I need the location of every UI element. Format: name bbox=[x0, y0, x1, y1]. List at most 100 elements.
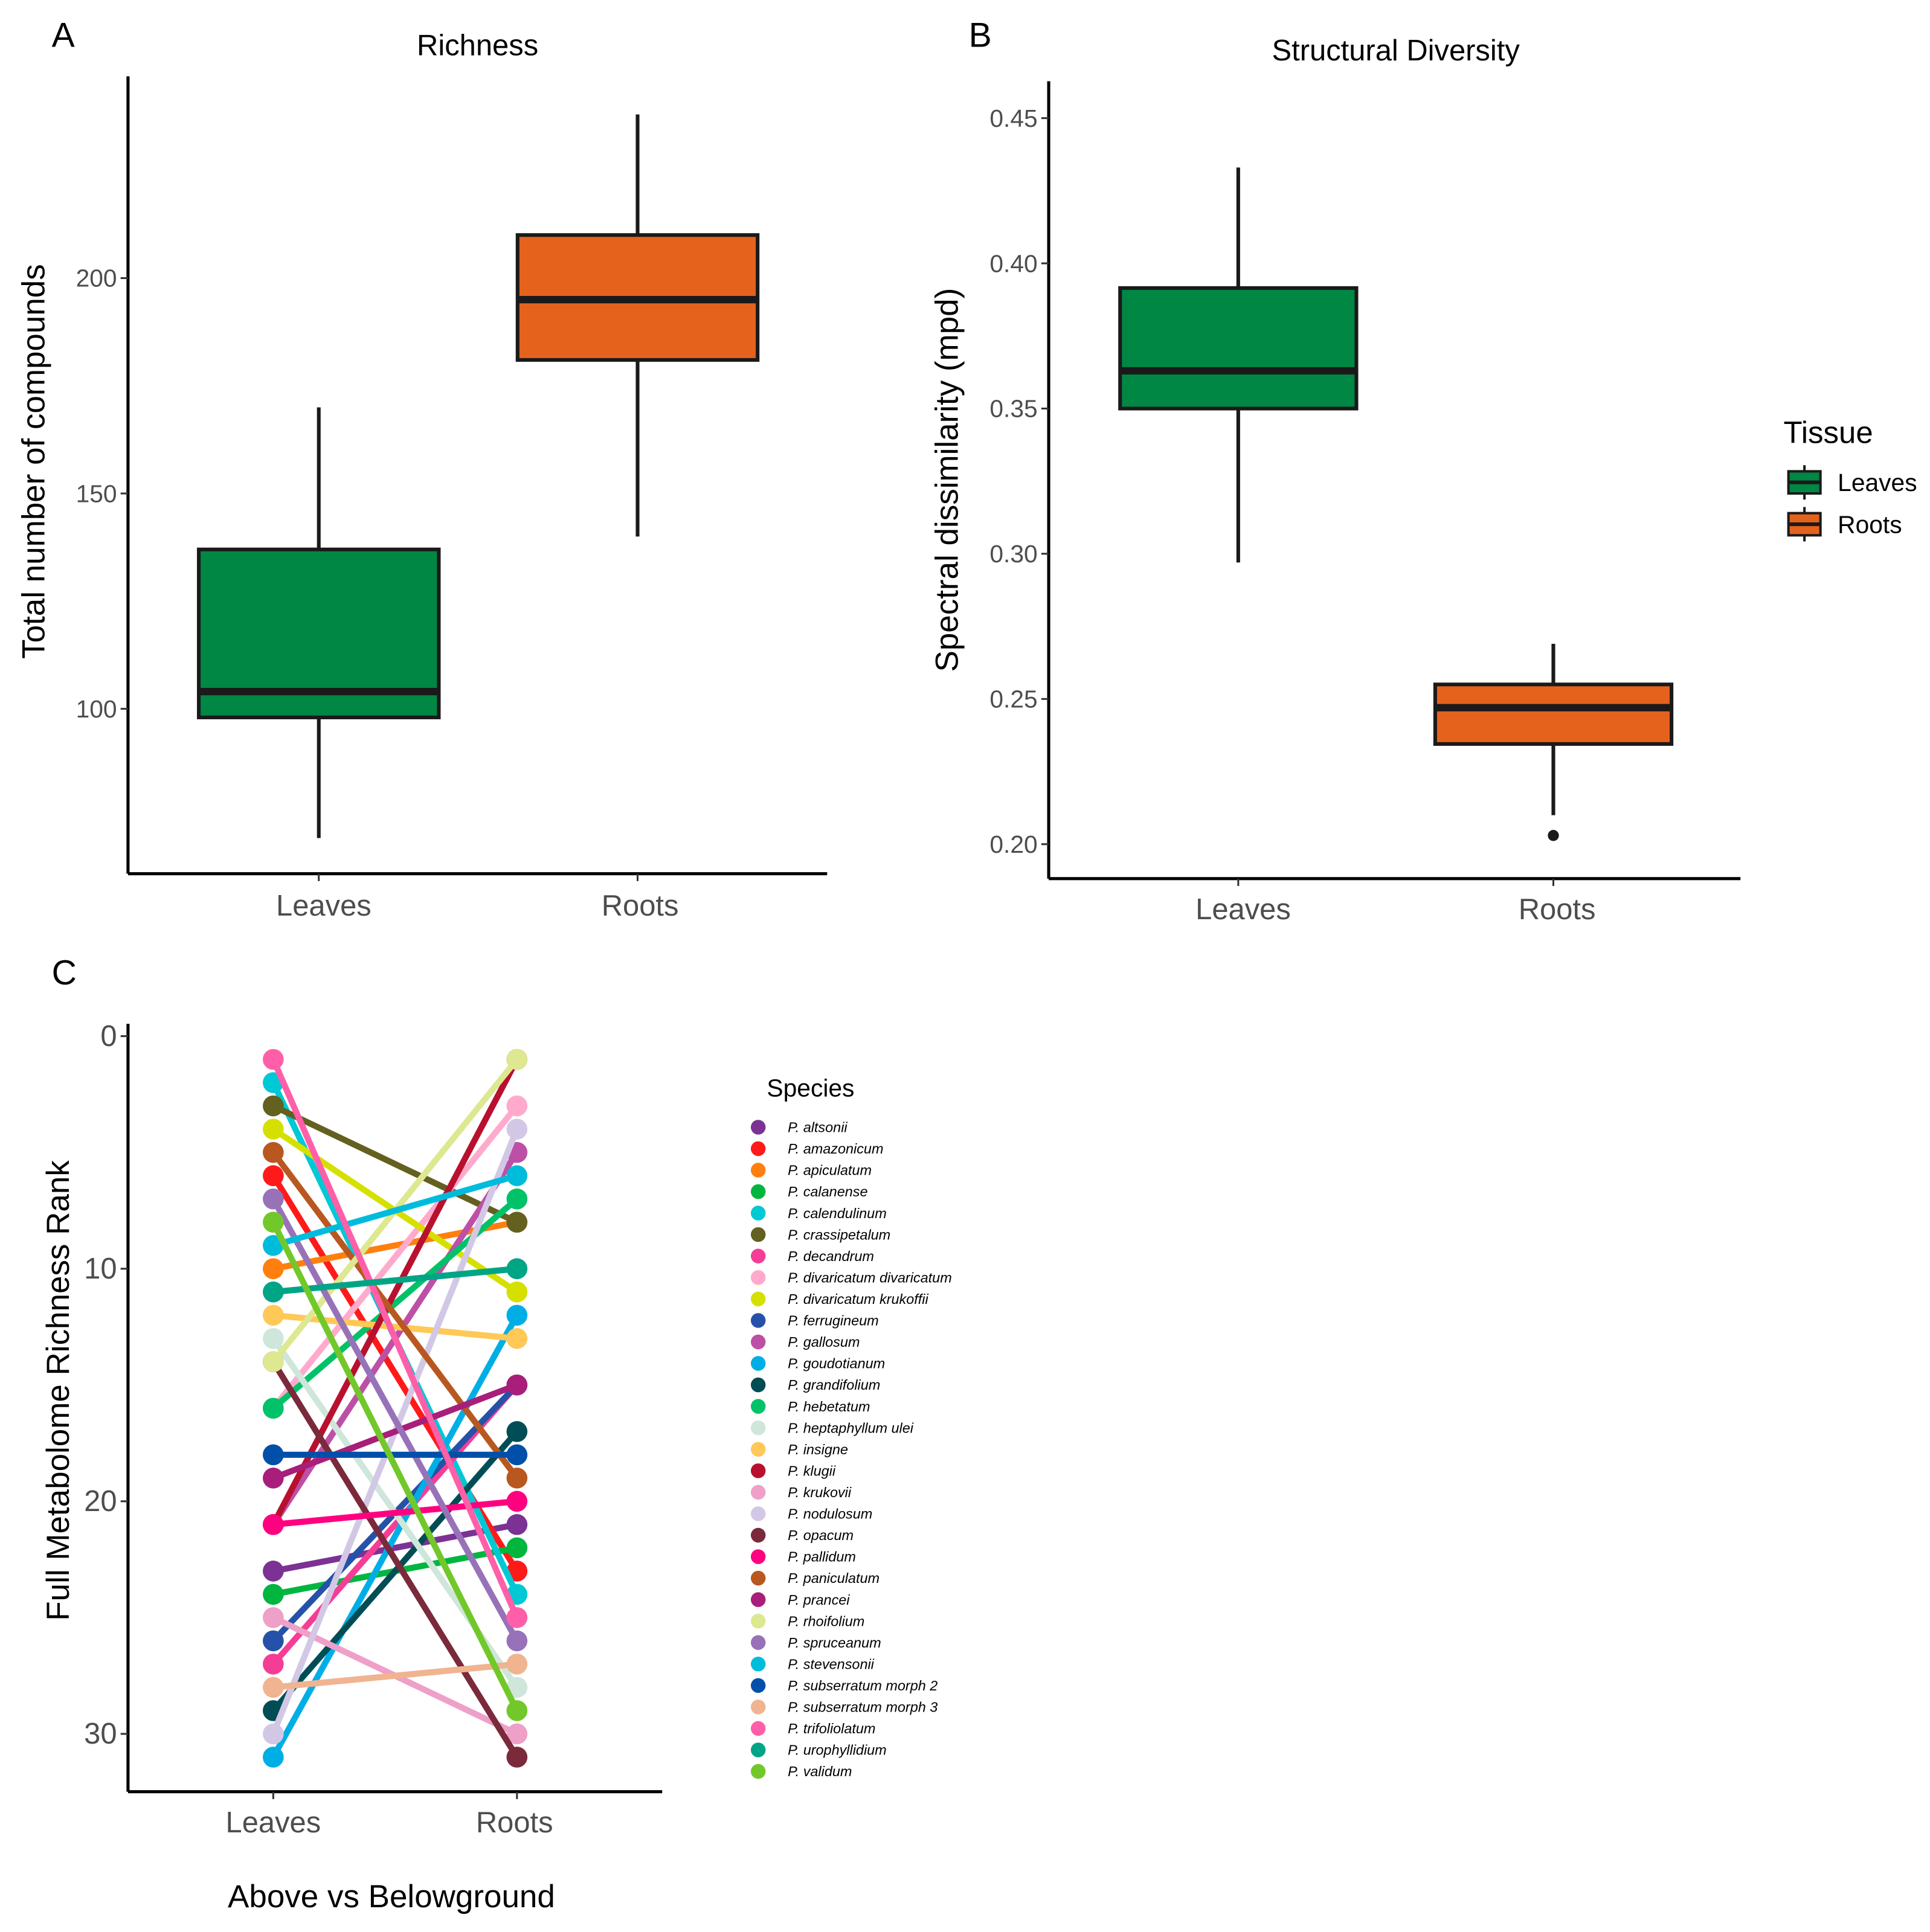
legend-dot bbox=[750, 1399, 766, 1414]
point-pallidum-leaves bbox=[263, 1514, 284, 1535]
legend-label: P. altsonii bbox=[788, 1120, 848, 1135]
y-tick-label: 0.35 bbox=[989, 395, 1037, 423]
point-altsonii-leaves bbox=[263, 1561, 284, 1582]
line-prancei bbox=[272, 1382, 518, 1481]
legend-dot bbox=[750, 1721, 766, 1736]
point-pallidum-roots bbox=[506, 1491, 528, 1512]
point-goudotianum-roots bbox=[506, 1305, 528, 1326]
point-divaricatum-krukoffii-leaves bbox=[263, 1118, 284, 1140]
point-urophyllidium-leaves bbox=[263, 1281, 284, 1303]
y-tick-label: 0.20 bbox=[989, 830, 1037, 858]
point-urophyllidium-roots bbox=[506, 1258, 528, 1280]
legend-label: P. decandrum bbox=[788, 1248, 874, 1264]
point-rhoifolium-leaves bbox=[263, 1351, 284, 1373]
panel-label-a: A bbox=[52, 16, 75, 54]
box-leaves bbox=[1118, 286, 1359, 411]
line-insigne bbox=[272, 1312, 518, 1342]
chart-a-plot: 100 150 200 bbox=[76, 76, 828, 881]
tissue-legend-title: Tissue bbox=[1784, 416, 1873, 450]
legend-dot bbox=[750, 1184, 766, 1199]
legend-label: P. ferrugineum bbox=[788, 1313, 879, 1329]
species-legend-title: Species bbox=[767, 1074, 854, 1102]
legend-dot bbox=[750, 1463, 766, 1478]
point-heptaphyllum-ulei-leaves bbox=[263, 1327, 284, 1349]
legend-label: P. opacum bbox=[788, 1527, 854, 1543]
point-paniculatum-roots bbox=[506, 1468, 528, 1489]
legend-dot bbox=[750, 1356, 766, 1371]
legend-label: P. calendulinum bbox=[788, 1205, 887, 1221]
outlier-point bbox=[1548, 830, 1559, 841]
point-trifoliolatum-leaves bbox=[263, 1048, 284, 1070]
legend-dot bbox=[750, 1657, 766, 1672]
y-tick-label: 150 bbox=[76, 480, 117, 507]
legend-label: P. spruceanum bbox=[788, 1635, 881, 1651]
legend-label: P. urophyllidium bbox=[788, 1742, 887, 1758]
point-spruceanum-roots bbox=[506, 1630, 528, 1652]
legend-dot bbox=[750, 1205, 766, 1221]
legend-dot bbox=[750, 1334, 766, 1350]
line-klugii bbox=[270, 1057, 520, 1526]
chart-b-ylabel: Spectral dissimilarity (mpd) bbox=[929, 288, 965, 672]
point-spruceanum-leaves bbox=[263, 1188, 284, 1210]
legend-label: P. amazonicum bbox=[788, 1141, 883, 1157]
legend-dot bbox=[750, 1527, 766, 1543]
point-nodulosum-roots bbox=[506, 1118, 528, 1140]
chart-b-xtick-roots: Roots bbox=[1519, 893, 1596, 926]
legend-label: P. crassipetalum bbox=[788, 1227, 890, 1242]
legend-dot bbox=[750, 1420, 766, 1436]
legend-dot bbox=[750, 1141, 766, 1157]
y-tick-label: 0.30 bbox=[989, 540, 1037, 568]
legend-label: P. validum bbox=[788, 1764, 852, 1779]
legend-label: P. nodulosum bbox=[788, 1506, 872, 1522]
line-paniculatum bbox=[271, 1151, 519, 1480]
chart-a-title: Richness bbox=[417, 30, 538, 62]
legend-dot bbox=[750, 1678, 766, 1693]
point-apiculatum-leaves bbox=[263, 1258, 284, 1280]
legend-label: P. insigne bbox=[788, 1442, 848, 1457]
chart-b-xtick-leaves: Leaves bbox=[1195, 893, 1291, 926]
species-legend: P. altsonii P. amazonicum P. apiculatum P. … bbox=[750, 1120, 952, 1779]
line-opacum bbox=[271, 1360, 520, 1759]
legend-label: P. paniculatum bbox=[788, 1570, 880, 1586]
legend-label: P. calanense bbox=[788, 1184, 867, 1199]
legend-dot bbox=[750, 1613, 766, 1629]
point-altsonii-roots bbox=[506, 1514, 528, 1535]
point-subserratum-morph-2-roots bbox=[506, 1444, 528, 1466]
legend-label: P. krukovii bbox=[788, 1484, 852, 1500]
legend-dot bbox=[750, 1248, 766, 1263]
point-subserratum-morph-3-roots bbox=[506, 1654, 528, 1675]
line-validum bbox=[270, 1221, 520, 1712]
legend-dot bbox=[750, 1549, 766, 1564]
point-validum-roots bbox=[506, 1700, 528, 1721]
legend-dot bbox=[750, 1120, 766, 1135]
box-roots bbox=[1433, 682, 1674, 746]
y-tick-label: 10 bbox=[84, 1253, 117, 1285]
y-tick-label: 20 bbox=[84, 1485, 117, 1518]
line-grandifolium bbox=[271, 1429, 519, 1713]
legend-dot bbox=[750, 1506, 766, 1521]
legend-label: P. prancei bbox=[788, 1592, 850, 1608]
chart-c-xlabel: Above vs Belowground bbox=[228, 1879, 555, 1914]
legend-label: P. divaricatum krukoffii bbox=[788, 1291, 928, 1307]
legend-dot bbox=[750, 1442, 766, 1457]
point-divaricatum-divaricatum-roots bbox=[506, 1095, 528, 1117]
line-spruceanum bbox=[270, 1197, 520, 1643]
legend-label: P. hebetatum bbox=[788, 1399, 870, 1414]
point-goudotianum-leaves bbox=[263, 1747, 284, 1768]
legend-label: P. apiculatum bbox=[788, 1163, 872, 1178]
y-tick-label: 0.25 bbox=[989, 685, 1037, 713]
panel-label-b: B bbox=[969, 16, 992, 54]
line-divaricatum-divaricatum bbox=[271, 1103, 519, 1411]
y-tick-label: 100 bbox=[76, 695, 117, 723]
point-rhoifolium-roots bbox=[506, 1048, 528, 1070]
point-amazonicum-leaves bbox=[263, 1165, 284, 1187]
tissue-legend bbox=[1787, 465, 1822, 542]
legend-label: P. stevensonii bbox=[788, 1656, 875, 1672]
legend-label: P. grandifolium bbox=[788, 1377, 880, 1393]
point-krukovii-leaves bbox=[263, 1607, 284, 1628]
y-tick-label: 200 bbox=[76, 265, 117, 292]
point-prancei-leaves bbox=[263, 1468, 284, 1489]
legend-label: P. goudotianum bbox=[788, 1356, 885, 1372]
legend-dot bbox=[750, 1313, 766, 1328]
chart-a-xtick-leaves: Leaves bbox=[276, 890, 372, 922]
